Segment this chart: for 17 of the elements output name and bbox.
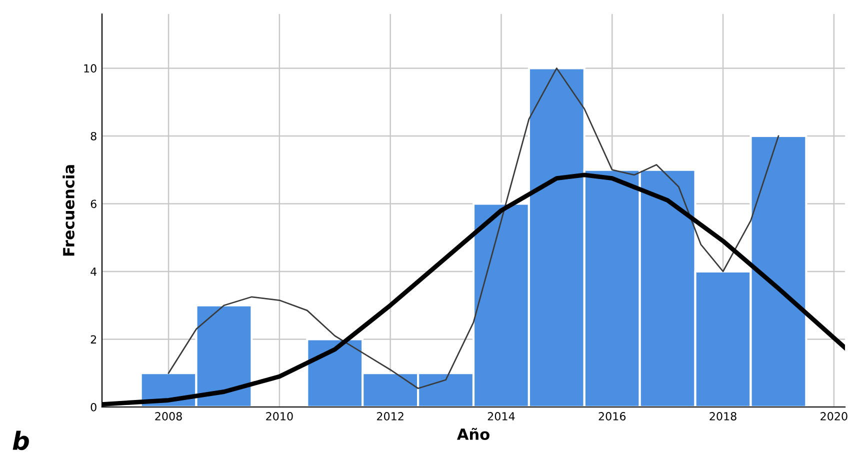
y-tick-label: 2 [90,335,96,344]
y-tick-label: 4 [90,268,97,276]
y-tick-label: 8 [90,132,96,140]
x-tick-label: 2016 [598,412,626,420]
text: b [12,430,29,450]
y-tick-label: 10 [84,64,96,73]
x-tick-label: 2020 [820,412,848,420]
y-axis-title: Frecuencia [62,165,74,256]
x-tick-label: 2018 [710,412,736,420]
y-tick-label: 0 [90,402,96,412]
x-axis-title: Año [456,428,490,440]
y-tick-label: 6 [90,200,96,208]
x-tick-label: 2008 [155,412,182,420]
x-tick-label: 2010 [266,412,293,420]
x-tick-label: 2014 [488,412,515,420]
x-tick-label: 2012 [377,412,404,420]
line-series [168,68,780,390]
